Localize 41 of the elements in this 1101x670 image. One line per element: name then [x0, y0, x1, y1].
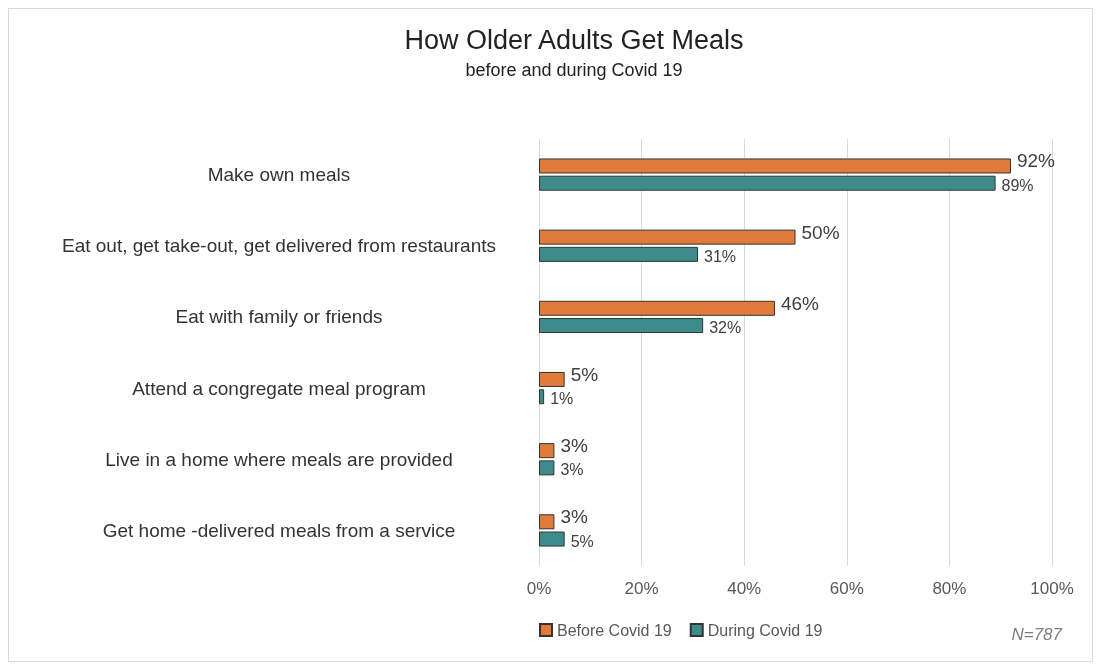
y-tick-label: Make own meals: [207, 164, 351, 186]
y-tick-label: Attend a congregate meal program: [132, 377, 426, 399]
legend-label: Before Covid 19: [557, 621, 672, 639]
bar: [539, 514, 555, 530]
bar: [539, 229, 796, 245]
chart-title: How Older Adults Get Meals: [404, 24, 744, 55]
y-tick-label: Get home -delivered meals from a service: [102, 519, 456, 541]
bar: [539, 300, 775, 316]
bar: [539, 246, 699, 262]
bar: [539, 175, 996, 191]
data-label: 31%: [704, 247, 737, 265]
data-label: 3%: [560, 506, 588, 528]
y-tick-label: Eat with family or friends: [175, 306, 383, 328]
data-label: 5%: [570, 532, 594, 550]
data-label: 46%: [780, 292, 820, 314]
bar: [539, 389, 545, 405]
x-tick-label: 80%: [932, 579, 967, 598]
bar: [539, 318, 704, 334]
y-tick-label: Live in a home where meals are provided: [105, 448, 453, 470]
bar: [539, 443, 555, 459]
x-tick-label: 60%: [829, 579, 864, 598]
bar: [539, 371, 565, 387]
x-tick-label: 0%: [526, 579, 552, 598]
data-label: 89%: [1001, 176, 1034, 194]
data-label: 32%: [709, 319, 742, 337]
bar: [539, 531, 565, 547]
legend-label: During Covid 19: [707, 621, 823, 639]
chart-subtitle: before and during Covid 19: [465, 60, 683, 80]
text: N=787: [1011, 625, 1063, 644]
data-label: 50%: [801, 221, 840, 243]
x-tick-label: 100%: [1030, 579, 1074, 598]
data-label: 1%: [550, 390, 574, 408]
x-tick-label: 40%: [727, 579, 762, 598]
bar: [539, 460, 555, 476]
data-label: 3%: [560, 435, 588, 457]
y-tick-label: Eat out, get take-out, get delivered from restaurants: [61, 235, 497, 257]
data-label: 92%: [1016, 150, 1056, 172]
x-tick-label: 20%: [624, 579, 659, 598]
bar: [539, 158, 1011, 174]
data-label: 3%: [560, 461, 584, 479]
data-label: 5%: [570, 363, 599, 385]
